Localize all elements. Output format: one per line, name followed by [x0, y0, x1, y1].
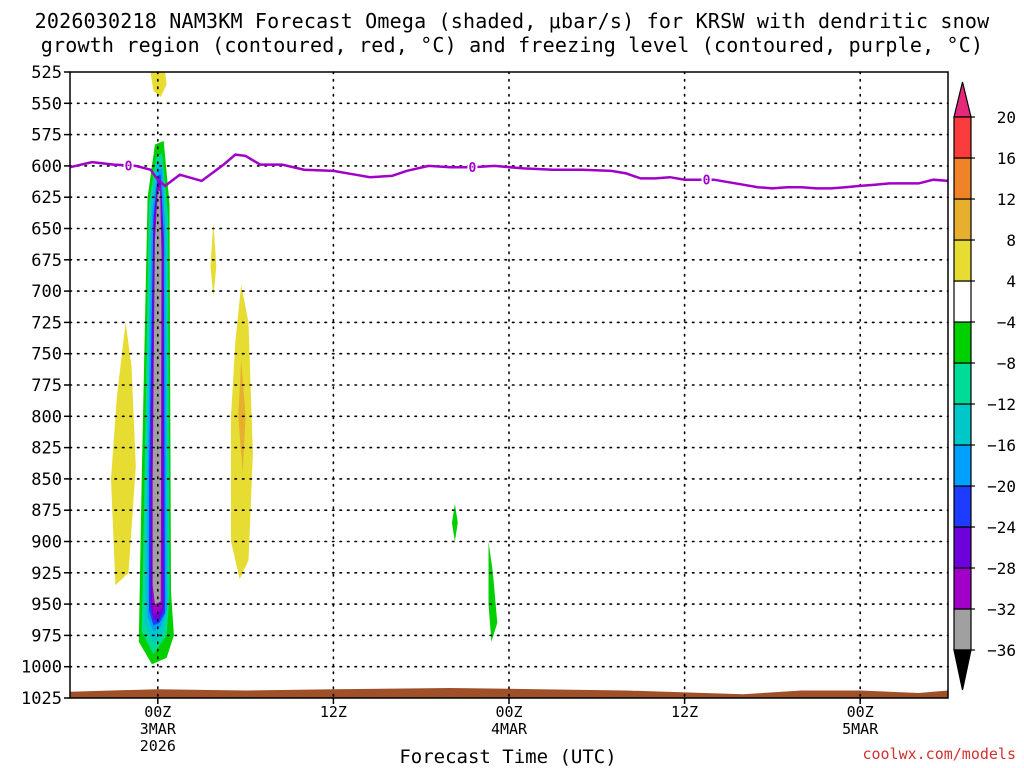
- y-tick-label: 925: [31, 564, 62, 584]
- y-tick-label: 550: [31, 94, 62, 114]
- freezing-level-label-bg: [467, 160, 478, 174]
- y-tick-label: 525: [31, 63, 62, 83]
- colorbar-band: [953, 157, 972, 200]
- y-tick-label: 900: [31, 533, 62, 553]
- colorbar-label: −16: [987, 436, 1016, 455]
- colorbar-label: −20: [987, 477, 1016, 496]
- y-tick-label: 825: [31, 439, 62, 459]
- freezing-level-label-bg: [701, 172, 712, 186]
- x-tick-label: 5MAR: [842, 720, 879, 738]
- y-tick-label: 1000: [21, 658, 62, 678]
- colorbar-label: 12: [997, 190, 1016, 209]
- colorbar-band: [953, 362, 972, 405]
- omega-region: [192, 203, 202, 279]
- y-tick-label: 725: [31, 313, 62, 333]
- omega-region: [111, 322, 136, 586]
- omega-shading-layer: [111, 72, 508, 674]
- y-tick-label: 625: [31, 188, 62, 208]
- chart-title-line1: 2026030218 NAM3KM Forecast Omega (shaded…: [34, 9, 990, 33]
- y-tick-label: 950: [31, 595, 62, 615]
- axes-layer: 525 550 575 600 625 650 675 700 725 750 775 800 825 8…: [21, 63, 949, 755]
- colorbar-triangle-top: [953, 81, 972, 118]
- y-tick-label: 975: [31, 626, 62, 646]
- colorbar-band: [953, 608, 972, 651]
- colorbar-label: −32: [987, 600, 1016, 619]
- colorbar-label: −8: [997, 354, 1016, 373]
- credit-link[interactable]: coolwx.com/models: [862, 745, 1016, 763]
- colorbar-label: −36: [987, 641, 1016, 660]
- x-tick-label: 3MAR: [140, 720, 177, 738]
- grid-layer: [69, 71, 949, 699]
- omega-region: [152, 190, 162, 605]
- colorbar-label: 20: [997, 108, 1016, 127]
- x-tick-label: 4MAR: [491, 720, 528, 738]
- colorbar-band: [953, 567, 972, 610]
- omega-region: [488, 541, 498, 642]
- colorbar-band: [953, 526, 972, 569]
- y-tick-label: 800: [31, 407, 62, 427]
- x-tick-label: 00Z: [144, 703, 171, 721]
- colorbar-band: [953, 116, 972, 159]
- colorbar-label: −24: [987, 518, 1016, 537]
- colorbar-label: −4: [997, 313, 1016, 332]
- x-tick-label: 12Z: [320, 703, 347, 721]
- colorbar-band: [953, 444, 972, 487]
- colorbar-band: [953, 280, 972, 323]
- colorbar-label: 16: [997, 149, 1016, 168]
- x-tick-label: 00Z: [847, 703, 874, 721]
- y-tick-label: 775: [31, 376, 62, 396]
- x-axis-label: Forecast Time (UTC): [399, 746, 616, 768]
- colorbar-band: [953, 403, 972, 446]
- surface-terrain: [70, 688, 948, 698]
- chart-title-line2: growth region (contoured, red, °C) and f…: [40, 33, 984, 57]
- omega-region: [150, 72, 167, 97]
- colorbar-label: 4: [1006, 272, 1016, 291]
- colorbar-band: [953, 239, 972, 282]
- y-tick-label: 675: [31, 251, 62, 271]
- freezing-level-label-bg: [123, 158, 134, 172]
- y-tick-label: 575: [31, 126, 62, 146]
- x-tick-label: 12Z: [671, 703, 698, 721]
- freezing-level-layer: 0 0 0: [69, 153, 949, 190]
- colorbar-triangle-bottom: [953, 649, 972, 691]
- y-tick-label: 850: [31, 470, 62, 490]
- colorbar-label: −28: [987, 559, 1016, 578]
- y-tick-label: 1025: [21, 689, 62, 709]
- freezing-level-line: [69, 153, 949, 190]
- colorbar-band: [953, 485, 972, 528]
- x-tick-label: 00Z: [495, 703, 522, 721]
- surface-terrain-layer: [70, 688, 948, 698]
- y-tick-label: 875: [31, 501, 62, 521]
- y-tick-label: 750: [31, 345, 62, 365]
- colorbar-band: [953, 198, 972, 241]
- colorbar-label: −12: [987, 395, 1016, 414]
- colorbar: 20 16 12 8 4 −4 −8 −12 −16 −20 −24 −28 −32 −36: [953, 81, 1016, 691]
- y-tick-label: 650: [31, 220, 62, 240]
- y-tick-label: 600: [31, 157, 62, 177]
- y-tick-label: 700: [31, 282, 62, 302]
- freezing-level-label: 0: [125, 159, 133, 174]
- colorbar-label: 8: [1006, 231, 1016, 250]
- freezing-level-label: 0: [703, 174, 711, 189]
- x-tick-label: 2026: [140, 737, 176, 755]
- freezing-level-label: 0: [469, 161, 477, 176]
- omega-region: [451, 503, 458, 542]
- colorbar-band: [953, 321, 972, 364]
- omega-region: [444, 460, 485, 642]
